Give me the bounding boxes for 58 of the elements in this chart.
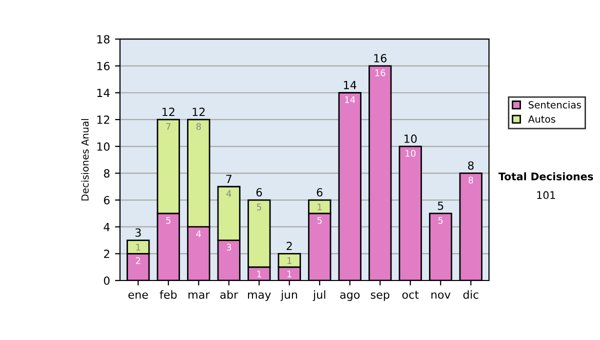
total-label: 5 — [438, 202, 444, 210]
data-label: 1 — [287, 257, 292, 264]
total-label: 8 — [468, 161, 474, 170]
x-tick-label: mar — [188, 292, 210, 299]
total-label: 12 — [192, 108, 205, 116]
data-label: 5 — [166, 217, 170, 224]
data-label: 1 — [136, 244, 140, 250]
y-tick-label: 12 — [97, 116, 110, 124]
text: 101 — [537, 191, 555, 200]
data-label: 16 — [375, 69, 386, 76]
x-tick-label: oct — [402, 290, 419, 299]
total-label: 7 — [226, 174, 232, 183]
total-label: 12 — [162, 108, 174, 116]
total-label: 10 — [404, 134, 417, 143]
y-tick-label: 6 — [104, 196, 110, 204]
legend-label: Sentencias — [528, 100, 581, 108]
data-label: 5 — [317, 217, 322, 224]
data-label: 10 — [406, 150, 416, 157]
y-tick-label: 2 — [104, 250, 110, 258]
data-label: 1 — [257, 270, 262, 278]
total-label: 16 — [374, 54, 386, 62]
y-tick-label: 0 — [104, 276, 110, 285]
data-label: 8 — [468, 176, 474, 184]
total-label: 14 — [344, 80, 356, 90]
x-tick-label: sep — [370, 292, 390, 301]
x-tick-label: abr — [220, 290, 238, 299]
data-label: 4 — [196, 230, 202, 238]
total-label: 3 — [135, 228, 141, 237]
data-label: 1 — [287, 270, 292, 278]
x-tick-label: dic — [463, 290, 478, 299]
data-label: 3 — [226, 244, 232, 251]
data-label: 5 — [438, 217, 443, 224]
y-tick-label: 10 — [97, 142, 110, 151]
y-tick-label: 16 — [97, 62, 110, 70]
x-tick-label: ene — [128, 292, 148, 299]
y-tick-label: 8 — [104, 169, 110, 178]
y-tick-label: 18 — [97, 35, 110, 44]
data-label: 7 — [166, 123, 170, 130]
y-tick-label: 14 — [97, 88, 110, 97]
y-axis-title: Decisiones Anual — [81, 119, 89, 200]
x-tick-label: jul — [312, 290, 326, 301]
x-tick-label: jun — [280, 290, 298, 301]
total-label: 6 — [256, 188, 262, 197]
x-tick-label: nov — [431, 292, 450, 299]
data-label: 2 — [136, 257, 140, 264]
x-tick-label: ago — [340, 292, 360, 301]
total-label: 2 — [286, 242, 292, 250]
text: Total Decisiones — [498, 172, 594, 180]
data-label: 4 — [226, 190, 232, 197]
data-label: 1 — [318, 204, 322, 210]
total-label: 6 — [316, 188, 322, 197]
x-tick-label: may — [248, 292, 271, 301]
y-tick-label: 4 — [104, 222, 110, 232]
data-label: 5 — [256, 204, 262, 210]
data-label: 14 — [345, 96, 356, 103]
x-tick-label: feb — [160, 290, 177, 299]
legend-label: Autos — [528, 116, 556, 123]
data-label: 8 — [196, 123, 201, 130]
